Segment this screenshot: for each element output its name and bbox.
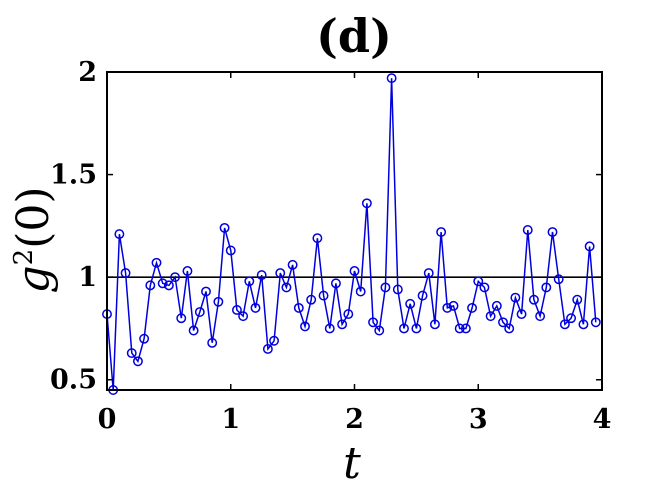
data-point bbox=[485, 311, 496, 322]
y-axis-label-superscript: 2 bbox=[9, 249, 39, 266]
data-point bbox=[454, 323, 465, 334]
data-point bbox=[578, 319, 589, 330]
x-tick-label: 1 bbox=[221, 404, 240, 435]
data-point bbox=[330, 278, 341, 289]
data-point bbox=[194, 307, 205, 317]
data-point bbox=[442, 302, 453, 313]
chart-title: (d) bbox=[316, 9, 392, 63]
data-point bbox=[399, 323, 409, 334]
data-point bbox=[250, 302, 261, 313]
data-point bbox=[504, 323, 515, 334]
data-point bbox=[337, 319, 348, 330]
data-point bbox=[182, 266, 193, 276]
data-point bbox=[386, 73, 397, 84]
data-point bbox=[231, 305, 242, 315]
data-point bbox=[139, 333, 150, 344]
data-point bbox=[244, 276, 255, 287]
data-point bbox=[312, 233, 323, 244]
x-tick-label: 4 bbox=[593, 404, 612, 435]
data-point bbox=[553, 274, 564, 285]
data-point bbox=[300, 321, 310, 332]
data-point bbox=[188, 325, 199, 336]
data-point bbox=[176, 313, 187, 324]
y-tick-label: 1 bbox=[78, 262, 97, 293]
data-point bbox=[151, 257, 162, 268]
data-point bbox=[417, 290, 428, 301]
data-point bbox=[201, 286, 211, 297]
y-tick-label: 2 bbox=[78, 57, 97, 88]
series-line bbox=[106, 78, 597, 391]
data-point bbox=[411, 323, 422, 334]
data-point bbox=[114, 229, 125, 240]
data-point bbox=[145, 280, 156, 291]
data-point bbox=[572, 294, 583, 305]
data-point bbox=[262, 344, 273, 354]
data-point bbox=[306, 294, 317, 305]
data-point bbox=[343, 309, 354, 320]
data-point bbox=[281, 282, 292, 293]
data-point bbox=[547, 227, 558, 237]
x-tick-label: 3 bbox=[469, 404, 488, 435]
data-point bbox=[355, 286, 366, 297]
axes-frame bbox=[106, 71, 603, 391]
data-point bbox=[293, 302, 304, 313]
data-point bbox=[590, 317, 601, 328]
data-point bbox=[535, 311, 546, 322]
y-tick-label: 1.5 bbox=[50, 160, 97, 191]
data-point bbox=[361, 198, 372, 209]
data-point bbox=[219, 222, 230, 233]
data-point bbox=[238, 311, 249, 322]
data-point bbox=[491, 300, 502, 311]
x-tick-labels: 0 1 2 3 4 bbox=[98, 404, 612, 435]
data-point bbox=[479, 282, 490, 293]
data-point bbox=[528, 294, 539, 305]
data-point bbox=[566, 313, 577, 324]
data-point bbox=[163, 280, 174, 291]
data-point bbox=[225, 245, 236, 256]
data-point bbox=[170, 272, 181, 283]
y-tick-label: 0.5 bbox=[50, 365, 97, 396]
data-point bbox=[287, 259, 298, 270]
y-axis-label-main: g bbox=[8, 265, 59, 293]
data-point bbox=[368, 317, 379, 328]
data-point bbox=[157, 278, 168, 289]
data-point bbox=[522, 225, 533, 235]
data-point bbox=[269, 335, 280, 346]
x-tick-label: 0 bbox=[98, 404, 117, 435]
data-point bbox=[448, 300, 459, 311]
x-axis-label: t bbox=[343, 438, 361, 489]
data-point bbox=[132, 356, 143, 367]
x-tick-label: 2 bbox=[345, 404, 364, 435]
data-point bbox=[275, 268, 286, 279]
data-point bbox=[318, 290, 329, 301]
data-point bbox=[207, 337, 218, 348]
data-point bbox=[510, 292, 521, 303]
y-tick-labels: 0.5 1 1.5 2 bbox=[50, 57, 97, 396]
data-point bbox=[213, 296, 224, 307]
data-point bbox=[324, 323, 335, 334]
data-point bbox=[374, 325, 385, 336]
y-axis-label-rest: (0) bbox=[8, 186, 59, 248]
data-point bbox=[559, 319, 570, 330]
data-point bbox=[541, 282, 552, 293]
data-point bbox=[473, 276, 484, 287]
y-axis-label: g2(0) bbox=[8, 186, 59, 293]
data-point bbox=[467, 302, 478, 313]
data-point bbox=[436, 227, 447, 237]
data-point bbox=[516, 309, 527, 320]
data-point bbox=[423, 268, 434, 279]
data-point bbox=[429, 319, 440, 330]
data-point bbox=[126, 348, 137, 359]
data-point bbox=[120, 268, 131, 279]
data-point bbox=[380, 282, 391, 293]
data-point bbox=[498, 317, 508, 328]
data-point bbox=[460, 323, 471, 334]
data-point bbox=[256, 270, 267, 281]
data-point bbox=[405, 298, 416, 309]
data-point bbox=[584, 241, 595, 252]
plot-area bbox=[102, 71, 603, 395]
data-point bbox=[392, 284, 403, 295]
data-point bbox=[349, 266, 360, 276]
